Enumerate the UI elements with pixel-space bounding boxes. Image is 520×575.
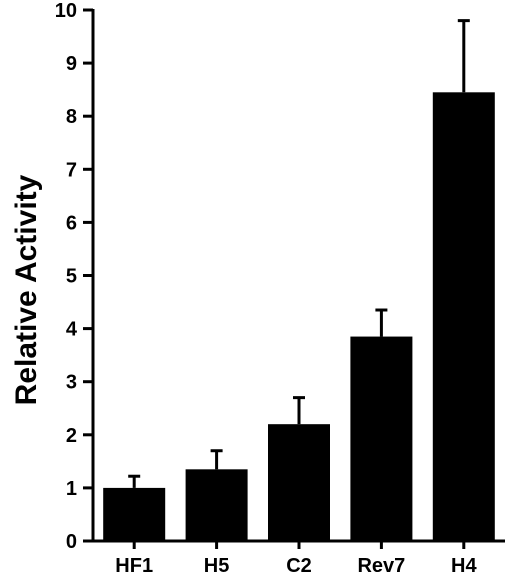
x-tick-label-h4: H4: [451, 555, 477, 575]
y-tick-label: 7: [66, 159, 77, 181]
y-tick-label: 0: [66, 531, 77, 553]
bar-h4: [432, 92, 495, 542]
y-axis-title: Relative Activity: [10, 174, 43, 405]
y-tick-label: 3: [66, 372, 77, 394]
y-tick-label: 6: [66, 212, 77, 234]
y-tick-label: 1: [66, 478, 77, 500]
bar-c2: [268, 424, 330, 541]
y-tick-label: 5: [66, 266, 77, 288]
y-tick-label: 10: [55, 0, 77, 22]
y-tick-label: 4: [66, 319, 78, 341]
bar-rev7: [350, 336, 413, 541]
x-axis: HF1 H5 C2 Rev7 H4: [92, 539, 505, 575]
x-tick-label-c2: C2: [286, 555, 312, 575]
x-tick-label-hf1: HF1: [115, 555, 153, 575]
y-axis: 0 1 2 3 4 5 6 7 8 9 10: [55, 0, 95, 553]
x-tick-label-h5: H5: [204, 555, 230, 575]
bar-hf1: [103, 487, 166, 541]
bars: [103, 19, 495, 542]
x-tick-label-rev7: Rev7: [357, 555, 405, 575]
y-tick-label: 8: [66, 106, 77, 128]
y-tick-label: 9: [66, 53, 77, 75]
bar-h5: [185, 469, 248, 541]
y-tick-label: 2: [66, 425, 77, 447]
